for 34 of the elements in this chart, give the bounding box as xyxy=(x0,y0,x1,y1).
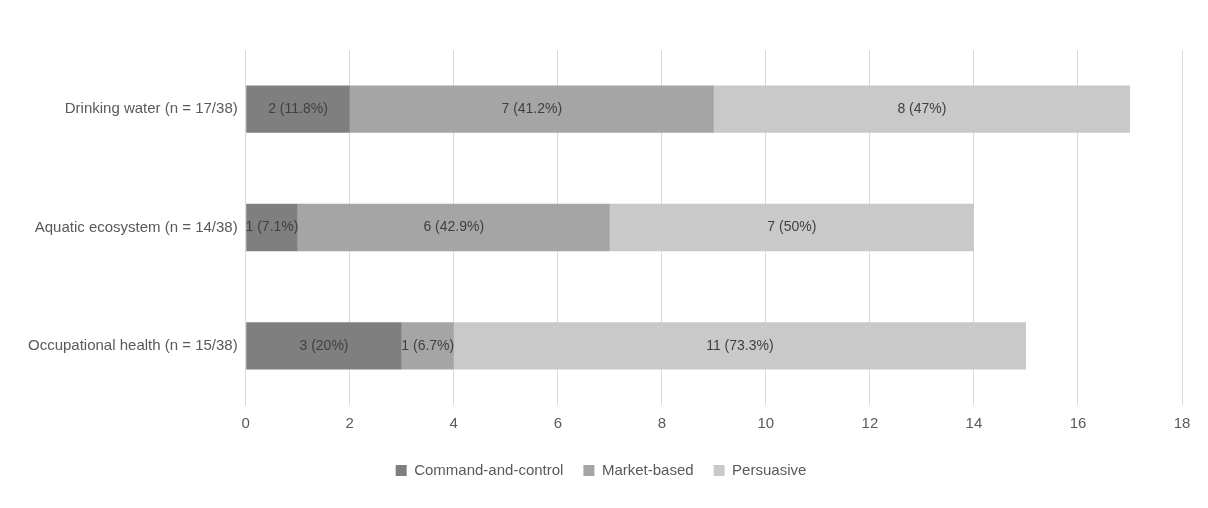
data-label: 8 (47%) xyxy=(897,100,947,117)
bar xyxy=(349,85,714,133)
legend-label: Persuasive xyxy=(732,460,807,478)
x-tick-label: 16 xyxy=(1069,414,1087,432)
data-label: 2 (11.8%) xyxy=(268,100,328,117)
data-label: 6 (42.9%) xyxy=(423,218,485,235)
data-label: 3 (20%) xyxy=(299,336,349,353)
bar xyxy=(453,322,1026,370)
x-tick-label: 18 xyxy=(1173,414,1191,432)
x-tick-label: 0 xyxy=(241,414,250,432)
y-tick-label: Occupational health (n = 15/38) xyxy=(27,335,238,353)
bar xyxy=(713,85,1130,133)
y-tick-label: Drinking water (n = 17/38) xyxy=(64,99,238,117)
bar xyxy=(609,203,974,252)
data-label: 7 (41.2%) xyxy=(501,100,563,117)
data-label: 7 (50%) xyxy=(767,218,817,235)
data-label: 11 (73.3%) xyxy=(706,336,774,353)
x-tick-label: 2 xyxy=(345,414,354,432)
x-tick-label: 14 xyxy=(965,414,983,432)
x-tick-label: 8 xyxy=(657,414,667,432)
x-tick-label: 12 xyxy=(861,414,879,432)
data-label: 1 (6.7%) xyxy=(401,336,455,353)
bar xyxy=(297,203,610,252)
legend-label: Market-based xyxy=(601,460,694,478)
bar xyxy=(246,85,350,133)
x-tick-label: 10 xyxy=(757,414,775,432)
bar xyxy=(401,322,454,370)
legend-label: Command-and-control xyxy=(414,460,564,478)
bar xyxy=(246,203,298,252)
data-label: 1 (7.1%) xyxy=(245,218,299,235)
x-tick-label: 6 xyxy=(553,414,562,432)
y-tick-label: Aquatic ecosystem (n = 14/38) xyxy=(34,217,238,235)
bar xyxy=(246,322,402,370)
x-tick-label: 4 xyxy=(449,414,458,432)
